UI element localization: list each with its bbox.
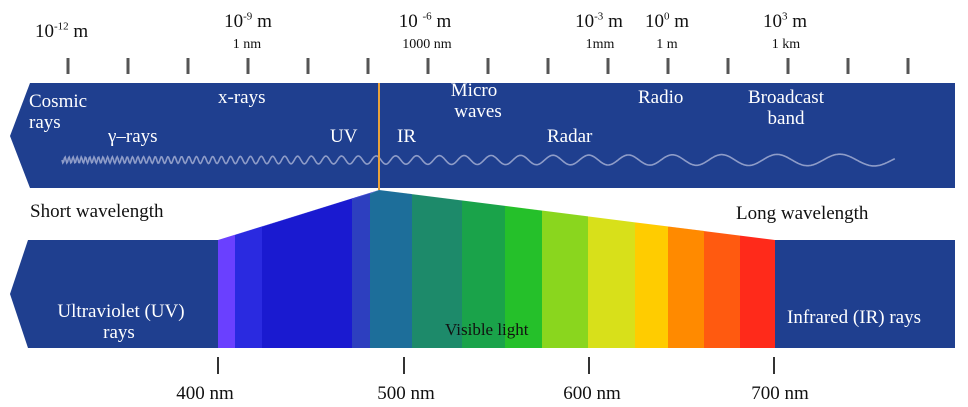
label-infrared-rays: Infrared (IR) rays <box>787 307 921 328</box>
wavelength-label-1e-9: 10-9 m <box>224 10 272 32</box>
label-uv: UV <box>330 126 358 147</box>
spectrum-band-6 <box>379 190 505 348</box>
spectrum-band-1 <box>235 190 379 348</box>
spectrum-band-11 <box>379 190 704 348</box>
label-microwaves-2: waves <box>454 101 502 122</box>
label-microwaves-1: Micro <box>450 80 498 101</box>
wavelength-label-1e-3: 10-3 m <box>575 10 623 32</box>
wave-pattern <box>61 153 896 167</box>
spectrum-band-9 <box>379 190 635 348</box>
label-short-wavelength: Short wavelength <box>30 201 164 222</box>
spectrum-band-2 <box>262 190 379 348</box>
wavelength-sub-1e0: 1 m <box>656 37 678 52</box>
nm-label-700: 700 nm <box>751 383 809 404</box>
label-broadcast-band-2: band <box>767 108 805 129</box>
label-cosmic-rays-1: Cosmic <box>29 91 88 112</box>
bottom-ticks <box>217 357 775 374</box>
label-ir: IR <box>397 126 416 147</box>
label-long-wavelength: Long wavelength <box>736 203 869 224</box>
label-broadcast-band-1: Broadcast <box>748 87 824 108</box>
spectrum-band-0 <box>218 190 379 348</box>
spectrum-band-4 <box>370 190 412 348</box>
wavelength-label-1e-6: 10 -6 m <box>398 10 452 32</box>
nm-label-400: 400 nm <box>176 383 234 404</box>
wavelength-sub-1e-9: 1 nm <box>232 37 262 52</box>
spectrum-band-5 <box>379 190 462 348</box>
wavelength-sub-1e3: 1 km <box>771 37 801 52</box>
spectrum-band-10 <box>379 190 668 348</box>
wavelength-label-1e3: 103 m <box>762 10 808 32</box>
visible-spectrum-fan <box>218 190 775 348</box>
label-radar: Radar <box>547 126 593 147</box>
label-cosmic-rays-2: rays <box>29 112 61 133</box>
wavelength-sub-1e-6: 1000 nm <box>402 37 452 52</box>
label-gamma-rays: γ–rays <box>108 126 158 147</box>
label-ultraviolet-rays-1: Ultraviolet (UV) <box>57 301 185 322</box>
wavelength-sub-1e-3: 1mm <box>585 37 615 52</box>
spectrum-band-3 <box>352 190 379 348</box>
label-x-rays: x-rays <box>218 87 266 108</box>
wavelength-label-1e0: 100 m <box>644 10 690 32</box>
label-radio: Radio <box>638 87 684 108</box>
wavelength-label-1e-12: 10-12 m <box>35 20 89 42</box>
top-ticks <box>66 58 910 74</box>
label-ultraviolet-rays-2: rays <box>103 322 135 343</box>
spectrum-band-7 <box>379 190 542 348</box>
label-visible-light: Visible light <box>445 320 529 339</box>
nm-label-600: 600 nm <box>563 383 621 404</box>
nm-label-500: 500 nm <box>377 383 435 404</box>
spectrum-band-8 <box>379 190 588 348</box>
